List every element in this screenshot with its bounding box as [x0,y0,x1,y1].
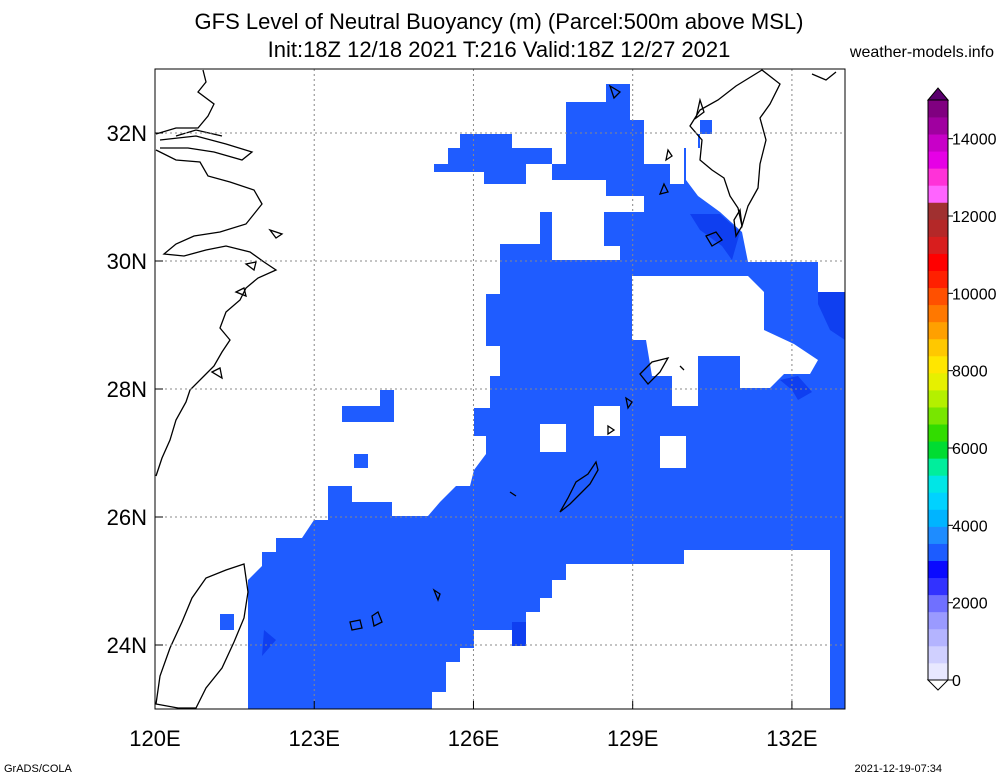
colorbar-label: 10000 [952,286,997,303]
field-gap-0 [540,424,566,452]
colorbar-segment [928,236,948,254]
colorbar-label: 6000 [952,441,988,458]
field-gap-2 [660,436,686,468]
colorbar-segment [928,287,948,306]
colorbar-segment [928,134,948,152]
field-region-0 [248,84,845,709]
coast-amami [639,356,685,385]
colorbar-segment [928,424,948,442]
field-region-1 [342,390,394,422]
coast-china [155,69,278,477]
colorbar-segment [928,492,948,510]
colorbar-segment [928,645,948,664]
colorbar-segment [928,458,948,476]
colorbar-segment [928,117,948,135]
colorbar-segment [928,560,948,579]
lat-tick-label: 24N [107,633,147,658]
colorbar-segment [928,662,948,681]
colorbar-label: 0 [952,673,961,690]
subtitle-text: Init:18Z 12/18 2021 T:216 Valid:18Z 12/2… [267,37,731,62]
colorbar-segment [928,253,948,271]
colorbar-segment [928,628,948,647]
lon-tick-label: 126E [448,726,499,751]
field-core-1 [512,622,526,646]
colorbar-segment [928,338,948,357]
colorbar-segment [928,168,948,186]
colorbar-segment [928,611,948,630]
colorbar-segment [928,390,948,408]
colorbar-segment [928,475,948,493]
colorbar-segment [928,441,948,459]
lat-tick-label: 28N [107,377,147,402]
lon-tick-label: 132E [766,726,817,751]
field-gap-4 [552,228,620,260]
field-gap-3 [632,276,818,406]
colorbar: 0 2000 4000 6000 8000 10000 12000 14000 [926,87,997,691]
lat-tick-label: 32N [107,121,147,146]
latitude-axis: 32N 30N 28N 26N 24N [107,121,163,658]
field-core-3 [262,630,276,656]
colorbar-segment [928,407,948,425]
lon-tick-label: 129E [607,726,658,751]
colorbar-segment [928,594,948,613]
colorbar-segment [928,100,948,118]
lon-tick-label: 123E [289,726,340,751]
coast-kyushu [689,69,837,229]
colorbar-segment [928,577,948,596]
field-core-2 [818,292,845,340]
coastlines [155,69,837,709]
coast-taiwan [155,563,249,709]
colorbar-segment [928,372,948,391]
colorbar-label: 4000 [952,518,988,535]
field-gap-1 [594,406,620,436]
coast-goto [608,84,673,195]
colorbar-segment [928,219,948,237]
colorbar-segment [928,543,948,561]
coast-islands-zhejiang [210,228,284,380]
lon-tick-label: 120E [129,726,180,751]
field-region-2 [354,454,368,468]
colorbar-segment [928,509,948,527]
coast-tanegashima [705,208,743,247]
colorbar-segment [928,355,948,374]
field-region-3 [220,614,234,630]
buoyancy-field [220,84,845,709]
colorbar-segment [928,151,948,169]
chart-title: GFS Level of Neutral Buoyancy (m) (Parce… [194,9,804,34]
colorbar-label: 8000 [952,364,988,381]
coast-okinawa [509,396,633,513]
footer-timestamp: 2021-12-19-07:34 [854,763,942,775]
site-label: weather-models.info [849,44,994,61]
lat-tick-label: 26N [107,505,147,530]
field-core-4 [690,214,740,260]
colorbar-segment [928,202,948,220]
colorbar-label: 14000 [952,132,997,149]
chart-subtitle: Init:18Z 12/18 2021 T:216 Valid:18Z 12/2… [0,38,999,62]
colorbar-segment [928,304,948,323]
coast-sakishima [349,588,441,631]
coast-yangtze [159,129,254,161]
colorbar-segment [928,185,948,203]
field-gap-5 [498,164,644,244]
colorbar-segment [928,321,948,340]
colorbar-frame [927,99,949,681]
colorbar-label: 2000 [952,596,988,613]
lat-tick-label: 30N [107,249,147,274]
longitude-axis: 120E 123E 126E 129E 132E [129,701,818,751]
colorbar-min-arrow [926,679,950,691]
footer-software: GrADS/COLA [4,763,72,775]
field-core-0 [780,376,812,400]
colorbar-label: 12000 [952,209,997,226]
colorbar-segment [928,526,948,544]
colorbar-segment [928,270,948,289]
graticule [154,69,845,709]
colorbar-max-arrow [926,87,950,101]
